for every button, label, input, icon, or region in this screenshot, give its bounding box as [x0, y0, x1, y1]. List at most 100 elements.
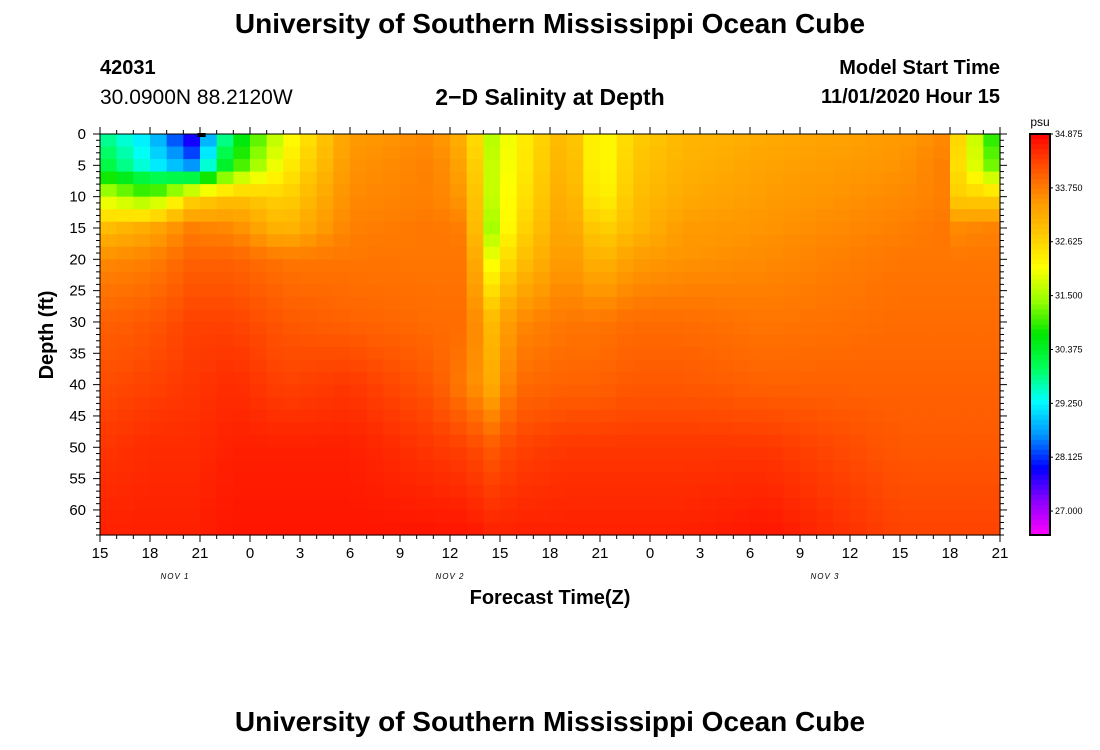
heatmap-cell: [166, 334, 184, 348]
heatmap-cell: [966, 271, 984, 285]
heatmap-cell: [216, 422, 234, 436]
colorbar-segment: [1030, 204, 1050, 210]
heatmap-cell: [650, 321, 668, 336]
heatmap-cell: [933, 134, 951, 148]
heatmap-cell: [166, 397, 184, 411]
heatmap-cell: [333, 296, 351, 311]
heatmap-cell: [583, 397, 601, 411]
heatmap-cell: [250, 509, 268, 524]
heatmap-cell: [416, 397, 434, 411]
heatmap-cell: [416, 234, 434, 248]
heatmap-cell: [983, 434, 1001, 448]
heatmap-cell: [150, 296, 168, 311]
heatmap-cell: [183, 459, 201, 473]
colorbar-segment: [1030, 299, 1050, 306]
heatmap-cell: [700, 359, 718, 373]
heatmap-cell: [716, 397, 734, 411]
heatmap-cell: [250, 434, 268, 448]
heatmap-cell: [833, 397, 851, 411]
heatmap-cell: [150, 409, 168, 423]
heatmap-cell: [916, 472, 934, 486]
heatmap-cell: [200, 146, 218, 160]
heatmap-cell: [550, 134, 568, 148]
heatmap-cell: [850, 484, 868, 499]
heatmap-cell: [666, 234, 684, 248]
heatmap-cell: [700, 347, 718, 361]
heatmap-cell: [183, 522, 201, 536]
heatmap-cell: [683, 459, 701, 473]
heatmap-cell: [683, 259, 701, 273]
heatmap-cell: [516, 347, 534, 361]
heatmap-cell: [466, 184, 484, 198]
heatmap-cell: [533, 334, 551, 348]
heatmap-cell: [600, 472, 618, 486]
heatmap-cell: [533, 422, 551, 436]
heatmap-cell: [716, 347, 734, 361]
heatmap-cell: [950, 497, 968, 511]
heatmap-cell: [666, 159, 684, 173]
heatmap-cell: [166, 221, 184, 235]
colorbar-segment: [1030, 184, 1050, 190]
heatmap-cell: [733, 422, 751, 436]
colorbar-segment: [1030, 424, 1050, 431]
heatmap-cell: [450, 159, 468, 173]
heatmap-cell: [416, 184, 434, 198]
heatmap-cell: [800, 296, 818, 311]
heatmap-cell: [183, 359, 201, 373]
heatmap-cell: [600, 334, 618, 348]
heatmap-cell: [333, 246, 351, 260]
y-tick-label: 35: [69, 345, 86, 362]
heatmap-cell: [250, 359, 268, 373]
heatmap-cell: [600, 271, 618, 285]
heatmap-cell: [533, 159, 551, 173]
heatmap-cell: [566, 509, 584, 524]
heatmap-cell: [800, 422, 818, 436]
heatmap-cell: [216, 271, 234, 285]
heatmap-cell: [183, 296, 201, 311]
heatmap-cell: [700, 497, 718, 511]
heatmap-cell: [666, 246, 684, 260]
heatmap-cell: [650, 372, 668, 386]
heatmap-cell: [383, 372, 401, 386]
heatmap-cell: [833, 384, 851, 398]
heatmap-cell: [316, 447, 334, 461]
heatmap-cell: [783, 234, 801, 248]
heatmap-cell: [600, 196, 618, 210]
heatmap-cell: [650, 459, 668, 473]
heatmap-cell: [900, 309, 918, 323]
heatmap-cell: [200, 422, 218, 436]
heatmap-cell: [116, 509, 134, 524]
heatmap-cell: [300, 159, 318, 173]
heatmap-cell: [983, 209, 1001, 223]
heatmap-cell: [683, 384, 701, 398]
heatmap-cell: [200, 309, 218, 323]
heatmap-cell: [216, 159, 234, 173]
heatmap-cell: [950, 359, 968, 373]
heatmap-cell: [483, 134, 501, 148]
heatmap-cell: [566, 422, 584, 436]
heatmap-cell: [350, 309, 368, 323]
heatmap-cell: [416, 372, 434, 386]
colorbar-segment: [1030, 169, 1050, 175]
heatmap-cell: [833, 472, 851, 486]
heatmap-cell: [900, 271, 918, 285]
heatmap-cell: [666, 347, 684, 361]
heatmap-cell: [650, 234, 668, 248]
heatmap-cell: [166, 509, 184, 524]
heatmap-cell: [600, 509, 618, 524]
heatmap-cell: [933, 159, 951, 173]
heatmap-cell: [500, 146, 518, 160]
heatmap-cell: [416, 196, 434, 210]
colorbar-segment: [1030, 314, 1050, 321]
heatmap-cell: [100, 146, 118, 160]
heatmap-cell: [450, 359, 468, 373]
heatmap-cell: [833, 284, 851, 298]
heatmap-cell: [866, 472, 884, 486]
heatmap-cell: [366, 509, 384, 524]
heatmap-cell: [233, 296, 251, 311]
heatmap-cell: [450, 484, 468, 499]
heatmap-cell: [350, 221, 368, 235]
heatmap-cell: [900, 171, 918, 185]
heatmap-cell: [233, 409, 251, 423]
heatmap-cell: [500, 509, 518, 524]
